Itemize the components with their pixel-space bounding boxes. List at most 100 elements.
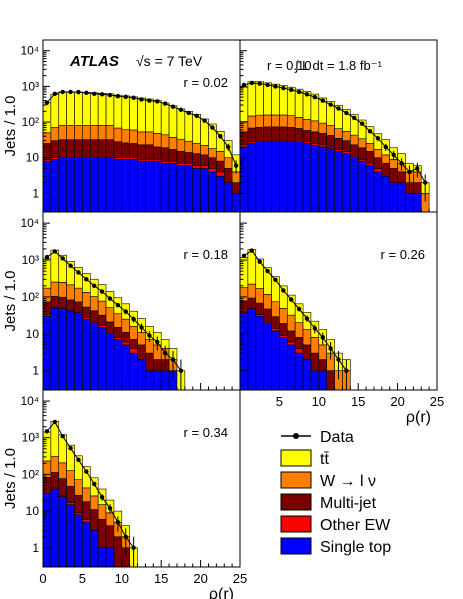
bar-w-lnu <box>105 307 115 323</box>
data-points <box>44 249 184 390</box>
bar-single-top <box>58 496 67 567</box>
bar-single-top <box>97 547 107 567</box>
bar-ttbar <box>263 82 272 116</box>
bar-multijet <box>271 316 280 329</box>
data-connector <box>54 421 64 437</box>
bar-other-ew <box>271 328 280 332</box>
legend-multijet-label: Multi-jet <box>320 495 377 512</box>
bar-w-lnu <box>263 114 272 128</box>
bar-w-lnu <box>82 292 91 308</box>
bar-single-top <box>279 337 288 390</box>
bar-multijet <box>326 370 335 390</box>
bar-single-top <box>357 160 367 212</box>
bar-w-lnu <box>82 487 91 503</box>
stack-bars <box>43 91 240 212</box>
bar-ttbar <box>137 97 146 133</box>
data-connector <box>330 348 339 360</box>
y-tick-label: 10³ <box>22 253 39 267</box>
bar-other-ew <box>97 325 107 328</box>
panel-frame <box>239 211 438 391</box>
bar-single-top <box>184 165 194 212</box>
bar-w-lnu <box>247 115 257 129</box>
bar-w-lnu <box>58 125 67 140</box>
bar-w-lnu <box>350 134 359 146</box>
bar-multijet <box>286 330 296 343</box>
bar-multijet <box>50 296 60 308</box>
bar-single-top <box>334 151 343 212</box>
data-point <box>265 82 270 88</box>
bar-multijet <box>350 144 359 157</box>
bar-single-top <box>97 157 107 212</box>
bar-multijet <box>318 133 327 146</box>
bar-multijet <box>373 157 383 169</box>
legend-singletop-label: Single top <box>320 539 391 556</box>
bar-single-top <box>310 145 320 212</box>
stack-bars <box>43 420 138 567</box>
bar-multijet <box>97 518 107 549</box>
bar-multijet <box>50 472 60 489</box>
bar-ttbar <box>247 81 257 117</box>
bar-multijet <box>113 536 123 567</box>
y-tick-label: 10³ <box>22 79 39 93</box>
bar-single-top <box>405 193 414 212</box>
x-tick-label: 25 <box>430 394 444 409</box>
bar-multijet <box>263 308 272 322</box>
bar-ttbar <box>145 98 154 133</box>
x-tick-label: 10 <box>115 571 129 586</box>
bar-single-top <box>240 146 249 212</box>
bar-multijet <box>405 182 414 194</box>
bar-multijet <box>247 127 257 143</box>
bar-w-lnu <box>208 148 217 159</box>
bar-other-ew <box>200 165 209 169</box>
y-tick-label: 10² <box>22 467 39 481</box>
bar-ttbar <box>176 108 186 140</box>
bar-single-top <box>74 157 83 212</box>
bar-w-lnu <box>310 337 320 354</box>
bar-multijet <box>58 478 67 496</box>
bar-single-top <box>240 313 249 390</box>
bar-w-lnu <box>50 455 60 473</box>
bar-ttbar <box>50 93 60 128</box>
bar-multijet <box>137 344 146 360</box>
bar-multijet <box>153 359 162 372</box>
bar-single-top <box>153 160 162 212</box>
bar-multijet <box>247 297 257 309</box>
bar-single-top <box>89 157 99 212</box>
bar-single-top <box>89 322 99 390</box>
bar-multijet <box>74 301 83 313</box>
panel-label: r = 0.26 <box>381 247 425 262</box>
bar-multijet <box>129 143 138 159</box>
bar-w-lnu <box>58 282 67 298</box>
data-connector <box>227 146 237 166</box>
bar-single-top <box>113 339 123 390</box>
bar-single-top <box>129 159 138 212</box>
legend-data-marker <box>293 433 299 439</box>
bar-single-top <box>145 160 154 212</box>
bar-single-top <box>160 162 170 212</box>
bar-w-lnu <box>326 125 335 136</box>
bar-multijet <box>129 339 138 349</box>
bar-multijet <box>50 140 60 159</box>
bar-single-top <box>350 157 359 212</box>
bar-single-top <box>89 530 99 567</box>
bar-multijet <box>216 160 225 173</box>
bar-single-top <box>326 148 335 212</box>
bar-single-top <box>279 140 288 212</box>
data-point <box>422 180 428 185</box>
bar-single-top <box>413 193 422 212</box>
bar-ttbar <box>113 94 123 129</box>
bar-multijet <box>286 127 296 141</box>
bar-other-ew <box>160 160 170 164</box>
bar-multijet <box>97 139 107 157</box>
bar-w-lnu <box>113 127 123 143</box>
bar-single-top <box>105 157 115 212</box>
bar-other-ew <box>208 168 217 173</box>
bar-multijet <box>43 143 52 160</box>
x-axis-label: ρ(r) <box>406 409 431 426</box>
bar-ttbar <box>58 434 67 464</box>
bar-ttbar <box>129 96 138 131</box>
bar-multijet <box>381 162 391 177</box>
bar-other-ew <box>82 518 91 523</box>
bar-w-lnu <box>263 294 272 310</box>
